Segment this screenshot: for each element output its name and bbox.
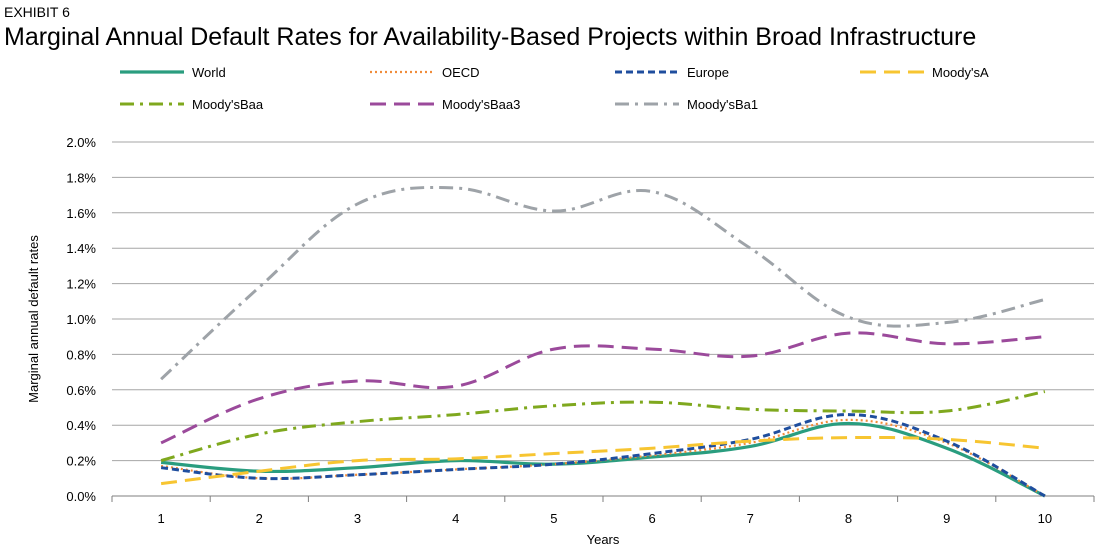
x-tick-label: 5 <box>550 511 557 526</box>
series-line-moody-sba1 <box>160 185 1046 381</box>
y-tick-label: 0.4% <box>66 418 96 433</box>
x-tick-label: 1 <box>157 511 164 526</box>
y-tick-label: 0.2% <box>66 454 96 469</box>
series-line-world <box>160 421 1046 498</box>
series-line-moody-sa <box>160 435 1046 486</box>
chart-title: Marginal Annual Default Rates for Availa… <box>4 23 977 51</box>
y-tick-label: 1.4% <box>66 241 96 256</box>
legend-label-moody-sa: Moody'sA <box>932 65 989 80</box>
x-tick-label: 6 <box>648 511 655 526</box>
y-axis-title: Marginal annual default rates <box>26 235 41 403</box>
series-line-moody-sbaa <box>160 390 1046 463</box>
x-tick-label: 7 <box>747 511 754 526</box>
y-tick-label: 1.2% <box>66 277 96 292</box>
series-line-europe <box>160 413 1046 498</box>
y-tick-label: 0.8% <box>66 347 96 362</box>
y-tick-label: 1.8% <box>66 170 96 185</box>
x-axis-title: Years <box>587 532 620 546</box>
y-tick-label: 0.0% <box>66 489 96 504</box>
legend-label-world: World <box>192 65 226 80</box>
series-line-oecd <box>160 418 1046 497</box>
legend-label-moody-sbaa3: Moody'sBaa3 <box>442 97 520 112</box>
y-tick-label: 2.0% <box>66 135 96 150</box>
x-tick-label: 10 <box>1038 511 1052 526</box>
series-line-moody-sbaa3 <box>160 331 1046 445</box>
legend-label-moody-sbaa: Moody'sBaa <box>192 97 264 112</box>
x-tick-label: 2 <box>256 511 263 526</box>
x-tick-label: 4 <box>452 511 459 526</box>
x-tick-label: 9 <box>943 511 950 526</box>
x-tick-label: 3 <box>354 511 361 526</box>
y-tick-label: 1.6% <box>66 206 96 221</box>
y-tick-label: 1.0% <box>66 312 96 327</box>
legend-label-oecd: OECD <box>442 65 480 80</box>
y-tick-label: 0.6% <box>66 383 96 398</box>
legend-label-europe: Europe <box>687 65 729 80</box>
exhibit-label: EXHIBIT 6 <box>4 4 70 20</box>
legend-label-moody-sba1: Moody'sBa1 <box>687 97 758 112</box>
x-tick-label: 8 <box>845 511 852 526</box>
